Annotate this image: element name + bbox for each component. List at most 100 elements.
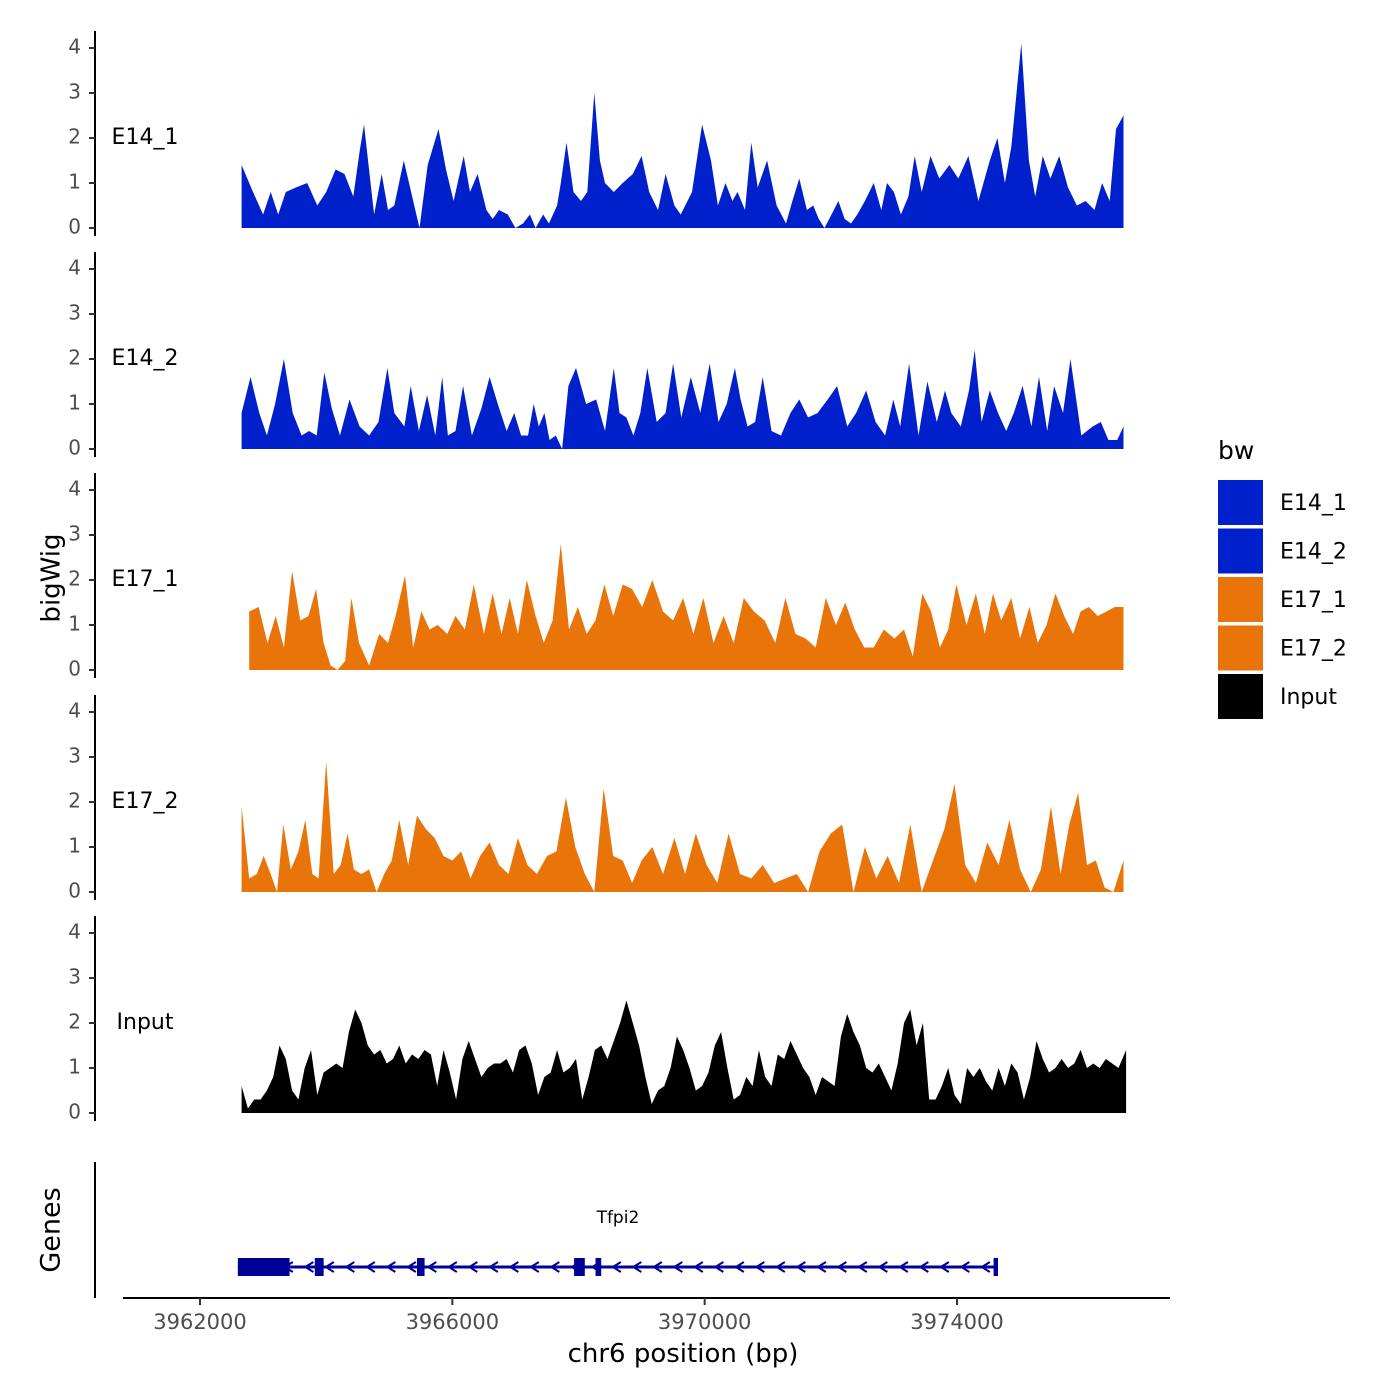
- x-tick-label: 3962000: [153, 1310, 247, 1334]
- strand-arrow: [631, 1261, 642, 1273]
- y-tick-label: 0: [68, 436, 81, 460]
- track-label: E17_2: [112, 789, 179, 814]
- y-tick-label: 4: [68, 256, 81, 280]
- legend-item: Input: [1218, 674, 1337, 719]
- y-tick-label: 3: [68, 80, 81, 104]
- strand-arrow: [733, 1261, 745, 1273]
- legend-items: E14_1 E14_2 E17_1 E17_2 Input: [1218, 480, 1347, 719]
- strand-arrow: [467, 1261, 478, 1273]
- track-Input: 0 1 2 3 4 Input: [68, 916, 1127, 1124]
- x-axis-title: chr6 position (bp): [568, 1339, 799, 1369]
- strand-arrow: [692, 1261, 704, 1273]
- legend: bw E14_1 E14_2 E17_1 E17_2 Input: [1218, 436, 1347, 719]
- track-label: Input: [117, 1010, 174, 1035]
- strand-arrow: [528, 1261, 540, 1273]
- x-ticks: 3962000 3966000 3970000 3974000: [153, 1298, 1004, 1334]
- track-label: E17_1: [112, 567, 179, 592]
- gene-panel-label: Genes: [36, 1187, 67, 1272]
- x-tick-label: 3966000: [406, 1310, 500, 1334]
- x-axis: 3962000 3966000 3970000 3974000 chr6 positi…: [123, 1297, 1170, 1369]
- y-tick-label: 2: [68, 346, 81, 370]
- strand-arrow: [385, 1261, 396, 1273]
- strand-arrow: [774, 1261, 786, 1273]
- strand-arrow: [364, 1261, 376, 1273]
- legend-item: E17_2: [1218, 625, 1347, 671]
- gene-name-label: Tfpi2: [596, 1208, 640, 1228]
- legend-label: Input: [1280, 685, 1337, 710]
- strand-arrow: [877, 1261, 888, 1273]
- strand-arrow: [426, 1261, 437, 1273]
- legend-key: [1218, 674, 1263, 719]
- y-tick-label: 0: [68, 215, 81, 239]
- legend-item: E17_1: [1218, 577, 1347, 622]
- signal-area-E17_2: [241, 761, 1124, 892]
- legend-key: [1218, 625, 1263, 671]
- track-label: E14_2: [112, 346, 179, 371]
- strand-arrow: [979, 1261, 991, 1273]
- gene-panel: Genes Tfpi2: [36, 1162, 999, 1298]
- track-E14_2: 0 1 2 3 4 E14_2: [68, 252, 1124, 460]
- strand-arrow: [897, 1261, 909, 1273]
- y-tick-label: 2: [68, 789, 81, 813]
- y-tick-label: 3: [68, 522, 81, 546]
- legend-key: [1218, 480, 1263, 525]
- strand-arrow: [918, 1261, 929, 1273]
- gene-Tfpi2: Tfpi2: [237, 1208, 999, 1276]
- strand-arrow: [446, 1261, 458, 1273]
- legend-label: E17_2: [1280, 637, 1347, 662]
- y-tick-label: 1: [68, 834, 81, 858]
- strand-arrow: [651, 1261, 663, 1273]
- strand-arrow: [303, 1261, 314, 1273]
- y-tick-label: 0: [68, 657, 81, 681]
- gene-exon: [595, 1258, 602, 1276]
- strand-arrow: [610, 1261, 622, 1273]
- strand-arrow: [938, 1261, 950, 1273]
- strand-arrow: [856, 1261, 868, 1273]
- legend-title: bw: [1218, 436, 1254, 465]
- legend-key: [1218, 577, 1263, 622]
- y-tick-label: 2: [68, 125, 81, 149]
- legend-item: E14_1: [1218, 480, 1347, 525]
- legend-label: E14_1: [1280, 491, 1347, 516]
- y-tick-label: 1: [68, 170, 81, 194]
- track-E17_2: 0 1 2 3 4 E17_2: [68, 695, 1124, 903]
- gene-exon: [417, 1258, 425, 1276]
- track-label: E14_1: [112, 125, 179, 150]
- x-tick-label: 3974000: [910, 1310, 1004, 1334]
- y-tick-label: 0: [68, 879, 81, 903]
- track-E17_1: 0 1 2 3 4 E17_1: [68, 473, 1124, 681]
- y-tick-label: 4: [68, 699, 81, 723]
- legend-item: E14_2: [1218, 528, 1347, 574]
- strand-arrow: [713, 1261, 724, 1273]
- y-tick-label: 0: [68, 1100, 81, 1124]
- track-panels: 0 1 2 3 4 E14_1 0 1 2 3 4 E14_2 0 1 2 3 4 E17_1 0 1 2 3 4 E17_2…: [68, 31, 1127, 1124]
- y-tick-label: 2: [68, 1010, 81, 1034]
- gene-exon: [314, 1258, 324, 1276]
- gene-exon: [993, 1258, 999, 1276]
- y-tick-label: 3: [68, 744, 81, 768]
- signal-area-E14_2: [241, 350, 1124, 449]
- strand-arrow: [508, 1261, 519, 1273]
- y-tick-label: 3: [68, 301, 81, 325]
- y-tick-label: 4: [68, 35, 81, 59]
- signal-area-E14_1: [241, 43, 1124, 228]
- y-tick-label: 1: [68, 612, 81, 636]
- y-tick-label: 3: [68, 965, 81, 989]
- strand-arrow: [549, 1261, 560, 1273]
- strand-arrow: [815, 1261, 827, 1273]
- strand-arrow: [672, 1261, 683, 1273]
- legend-label: E14_2: [1280, 540, 1347, 565]
- strand-arrow: [836, 1261, 847, 1273]
- legend-label: E17_1: [1280, 588, 1347, 613]
- strand-arrow: [344, 1261, 355, 1273]
- signal-area-E17_1: [249, 544, 1124, 670]
- strand-arrow: [405, 1261, 417, 1273]
- gene-models: Tfpi2: [237, 1208, 999, 1276]
- strand-arrow: [959, 1261, 970, 1273]
- gene-exon: [574, 1258, 585, 1276]
- y-tick-label: 2: [68, 567, 81, 591]
- signal-area-Input: [241, 1000, 1127, 1113]
- gene-exon: [237, 1258, 290, 1276]
- strand-arrow: [323, 1261, 335, 1273]
